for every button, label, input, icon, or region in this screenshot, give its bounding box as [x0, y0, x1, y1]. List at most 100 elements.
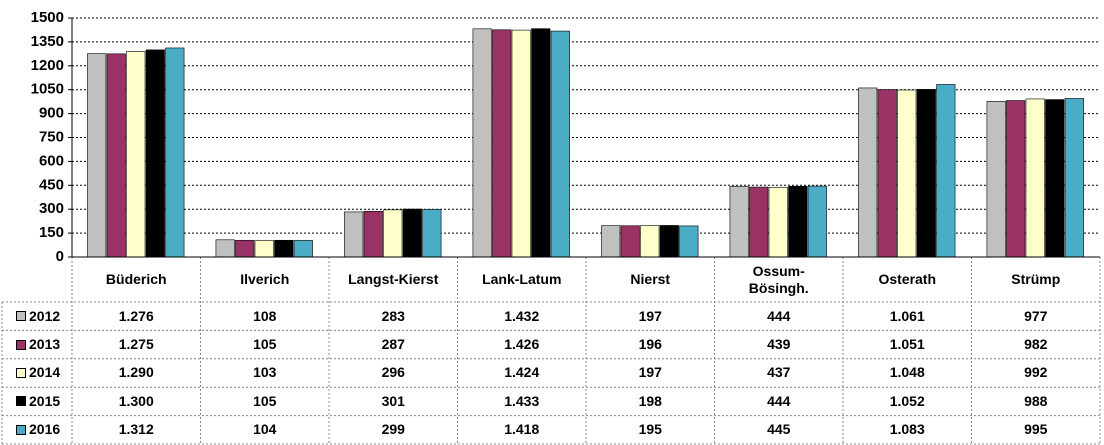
- bar: [422, 209, 442, 258]
- bar: [640, 225, 660, 258]
- legend-label: 2016: [29, 421, 61, 438]
- bar: [659, 225, 679, 258]
- table-value: 1.048: [889, 364, 925, 381]
- table-value: 1.083: [889, 421, 925, 438]
- legend-swatch: [16, 396, 26, 407]
- x-tick-label: Ossum- Bösingh.: [748, 262, 809, 296]
- bar: [877, 89, 897, 258]
- legend-entry: 2012: [2, 302, 72, 330]
- bar: [550, 30, 570, 258]
- bar: [749, 186, 769, 258]
- table-value: 1.426: [504, 336, 540, 353]
- table-value: 104: [253, 421, 277, 438]
- y-tick-label: 1050: [31, 81, 64, 98]
- table-value: 103: [253, 364, 277, 381]
- bar: [601, 225, 621, 258]
- bar: [145, 49, 165, 258]
- x-tick-label: Strümp: [1011, 271, 1061, 287]
- table-value: 283: [381, 307, 405, 324]
- bar: [916, 89, 936, 258]
- y-tick-label: 600: [39, 152, 64, 169]
- table-value: 197: [638, 364, 662, 381]
- y-tick-label: 900: [39, 105, 64, 122]
- table-value: 198: [638, 392, 662, 409]
- table-value: 995: [1024, 421, 1048, 438]
- legend-label: 2014: [29, 364, 61, 381]
- table-value: 105: [253, 336, 277, 353]
- legend-swatch: [16, 311, 26, 322]
- table-value: 197: [638, 307, 662, 324]
- bar: [87, 53, 107, 258]
- y-tick-label: 750: [39, 128, 64, 145]
- bar: [807, 185, 827, 258]
- table-value: 1.275: [118, 336, 154, 353]
- table-value: 1.424: [504, 364, 540, 381]
- table-value: 444: [767, 307, 791, 324]
- bar: [344, 211, 364, 258]
- table-value: 445: [767, 421, 791, 438]
- table-value: 108: [253, 307, 277, 324]
- bar: [106, 53, 126, 258]
- table-value: 1.432: [504, 307, 540, 324]
- bar: [936, 84, 956, 258]
- x-tick-label: Langst-Kierst: [348, 271, 439, 287]
- x-tick-label: Lank-Latum: [482, 271, 562, 287]
- x-tick-label: Ilverich: [240, 271, 290, 287]
- table-value: 1.300: [118, 392, 154, 409]
- x-tick-label: Osterath: [878, 271, 937, 287]
- x-tick-label: Büderich: [105, 271, 167, 287]
- legend-swatch: [16, 339, 26, 350]
- table-value: 977: [1024, 307, 1048, 324]
- bar: [254, 240, 274, 258]
- bar: [126, 51, 146, 258]
- bar: [165, 47, 185, 258]
- bar: [492, 29, 512, 258]
- bar: [858, 87, 878, 258]
- bar: [897, 89, 917, 258]
- table-value: 299: [381, 421, 405, 438]
- bar: [788, 185, 808, 258]
- bar: [986, 101, 1006, 258]
- table-value: 287: [381, 336, 405, 353]
- table-value: 1.276: [118, 307, 154, 324]
- y-tick-label: 0: [56, 248, 64, 265]
- y-tick-label: 1350: [31, 33, 64, 50]
- legend-entry: 2015: [2, 387, 72, 415]
- table-value: 1.418: [504, 421, 540, 438]
- legend-label: 2015: [29, 392, 61, 409]
- legend-entry: 2014: [2, 359, 72, 387]
- table-value: 105: [253, 392, 277, 409]
- bar: [1006, 100, 1026, 258]
- bar: [293, 240, 313, 258]
- legend-swatch: [16, 367, 26, 378]
- legend-entry: 2013: [2, 330, 72, 358]
- bar: [215, 239, 235, 258]
- y-tick-label: 1200: [31, 57, 64, 74]
- table-value: 296: [381, 364, 405, 381]
- table-value: 988: [1024, 392, 1048, 409]
- table-value: 1.051: [889, 336, 925, 353]
- bar: [235, 239, 255, 258]
- legend-swatch: [16, 424, 26, 435]
- table-value: 992: [1024, 364, 1048, 381]
- table-value: 1.290: [118, 364, 154, 381]
- x-tick-label: Nierst: [630, 271, 671, 287]
- bar: [274, 239, 294, 258]
- bar: [729, 185, 749, 258]
- table-value: 982: [1024, 336, 1048, 353]
- bar: [1045, 99, 1065, 258]
- bar: [472, 28, 492, 258]
- legend-label: 2013: [29, 336, 61, 353]
- table-value: 301: [381, 392, 405, 409]
- bar: [1025, 98, 1045, 258]
- bar: [620, 225, 640, 258]
- table-value: 1.061: [889, 307, 925, 324]
- bar: [383, 209, 403, 258]
- y-tick-label: 300: [39, 200, 64, 217]
- table-value: 1.433: [504, 392, 540, 409]
- table-value: 437: [767, 364, 791, 381]
- legend-entry: 2016: [2, 416, 72, 444]
- bar: [402, 208, 422, 258]
